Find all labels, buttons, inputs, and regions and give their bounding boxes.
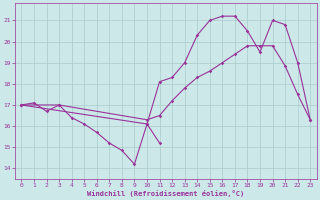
X-axis label: Windchill (Refroidissement éolien,°C): Windchill (Refroidissement éolien,°C) [87, 190, 244, 197]
